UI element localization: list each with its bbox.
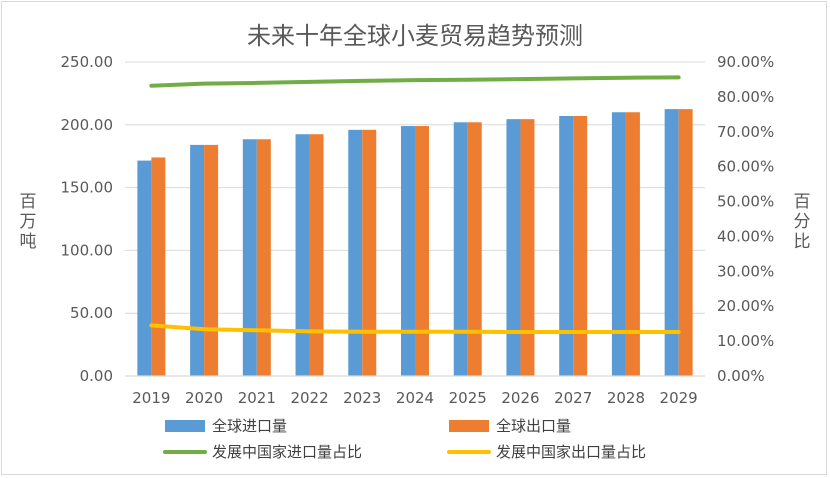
y-right-tick-label: 70.00% [717, 123, 774, 141]
legend-label: 发展中国家进口量占比 [212, 443, 362, 461]
y-right-tick-label: 90.00% [717, 53, 774, 71]
y-right-tick-label: 30.00% [717, 262, 774, 280]
bar [362, 129, 377, 376]
y-left-tick-label: 100.00 [61, 241, 114, 259]
y-left-tick-label: 150.00 [61, 179, 114, 197]
x-tick-label: 2022 [290, 389, 328, 407]
x-tick-label: 2019 [132, 389, 170, 407]
x-tick-label: 2024 [396, 389, 434, 407]
bar [520, 119, 535, 376]
x-tick-label: 2021 [238, 389, 276, 407]
y-right-tick-label: 80.00% [717, 88, 774, 106]
legend-swatch [165, 420, 205, 432]
bar [678, 109, 693, 376]
x-tick-label: 2029 [660, 389, 698, 407]
legend-label: 全球进口量 [212, 417, 287, 435]
x-tick-label: 2020 [185, 389, 223, 407]
y-right-tick-label: 20.00% [717, 297, 774, 315]
bar [401, 126, 415, 376]
bar [295, 134, 310, 376]
bar [506, 119, 521, 376]
x-tick-label: 2028 [607, 389, 645, 407]
bars [137, 109, 693, 377]
legend-label: 全球出口量 [496, 417, 571, 435]
legend-label: 发展中国家出口量占比 [496, 443, 646, 461]
y-right-tick-label: 60.00% [717, 158, 774, 176]
axes: 0.00 50.00 100.00 150.00 200.00 250.00 0.00% 10… [20, 53, 811, 407]
series-line [149, 75, 681, 88]
x-tick-label: 2027 [554, 389, 592, 407]
bar [256, 139, 271, 376]
bar [415, 126, 429, 376]
bar [204, 144, 219, 376]
series-lines [149, 75, 681, 335]
bar [467, 122, 482, 377]
bar [137, 160, 152, 376]
y-left-tick-label: 0.00 [80, 367, 113, 385]
bar [348, 129, 363, 376]
bar [664, 109, 679, 376]
y-right-axis-title: 百分比 [794, 192, 811, 252]
y-right-tick-label: 40.00% [717, 227, 774, 245]
chart-title: 未来十年全球小麦贸易趋势预测 [247, 22, 583, 50]
x-tick-label: 2023 [343, 389, 381, 407]
bar [625, 112, 640, 377]
bar [573, 116, 588, 377]
bar [453, 122, 468, 377]
x-tick-label: 2025 [449, 389, 487, 407]
bar [309, 134, 324, 376]
bar [190, 144, 205, 376]
y-left-axis-title: 百万吨 [20, 192, 37, 252]
x-tick-label: 2026 [501, 389, 539, 407]
y-left-tick-label: 200.00 [61, 116, 114, 134]
series-line [149, 323, 681, 335]
legend-swatch [449, 420, 489, 432]
bar [611, 112, 626, 377]
bar [151, 157, 166, 376]
y-left-tick-label: 50.00 [70, 304, 113, 322]
y-right-tick-label: 10.00% [717, 332, 774, 350]
y-left-tick-label: 250.00 [61, 53, 114, 71]
bar [242, 139, 257, 376]
y-right-tick-label: 50.00% [717, 193, 774, 211]
y-right-tick-label: 0.00% [717, 367, 765, 385]
bar [559, 116, 574, 377]
